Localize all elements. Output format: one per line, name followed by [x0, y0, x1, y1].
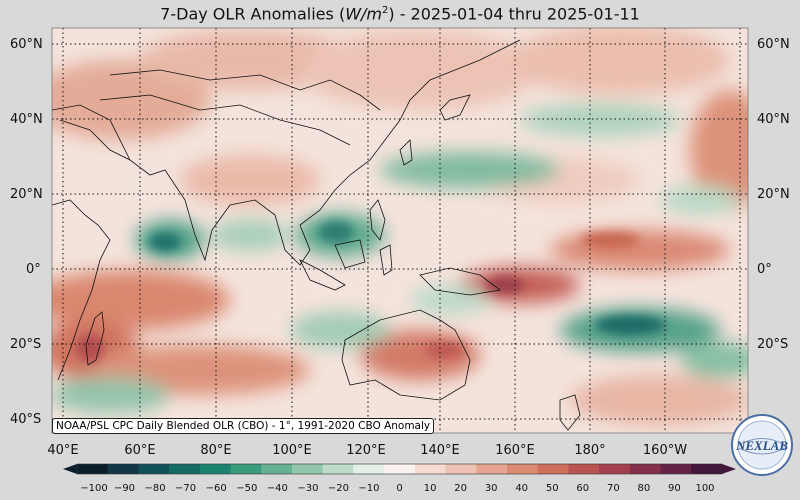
- colorbar-segment: [691, 464, 723, 474]
- lat-label-left-40n: 40°N: [10, 112, 43, 127]
- colorbar-segment: [476, 464, 508, 474]
- lat-label-right-60n: 60°N: [757, 37, 790, 52]
- colorbar-segment: [322, 464, 354, 474]
- colorbar-tick-label: −60: [205, 483, 227, 494]
- colorbar-tick-label: 10: [423, 483, 437, 494]
- lon-label-60e: 60°E: [124, 443, 156, 458]
- logo-text: NEXLAB: [735, 438, 788, 453]
- colorbar-tick-label: −100: [80, 483, 108, 494]
- lon-label-120e: 120°E: [346, 443, 386, 458]
- colorbar-segment: [138, 464, 170, 474]
- lon-label-100e: 100°E: [272, 443, 312, 458]
- lat-label-right-0: 0°: [757, 262, 772, 277]
- lon-label-160w: 160°W: [642, 443, 688, 458]
- colorbar-extend-high: [722, 464, 736, 474]
- colorbar-segment: [414, 464, 446, 474]
- colorbar-segment: [445, 464, 477, 474]
- colorbar-tick-label: 40: [515, 483, 529, 494]
- colorbar-segment: [384, 464, 416, 474]
- colorbar-segment: [629, 464, 661, 474]
- colorbar-tick-label: 70: [607, 483, 620, 494]
- colorbar-tick-label: 30: [484, 483, 498, 494]
- lat-label-right-20n: 20°N: [757, 187, 790, 202]
- lat-label-left-40s: 40°S: [10, 412, 42, 427]
- colorbar-extend-low: [63, 464, 77, 474]
- colorbar-segment: [169, 464, 201, 474]
- colorbar-segment: [537, 464, 569, 474]
- colorbar-segment: [568, 464, 600, 474]
- colorbar-tick-label: −30: [297, 483, 319, 494]
- colorbar-segment: [261, 464, 293, 474]
- colorbar-tick-label: 100: [695, 483, 715, 494]
- lat-label-left-60n: 60°N: [10, 37, 43, 52]
- data-source-label: NOAA/PSL CPC Daily Blended OLR (CBO) - 1…: [52, 418, 435, 434]
- colorbar-segment: [599, 464, 631, 474]
- map-title: 7-Day OLR Anomalies (W/m2) - 2025-01-04 …: [160, 4, 640, 24]
- colorbar-segment: [292, 464, 324, 474]
- lon-label-40e: 40°E: [47, 443, 79, 458]
- colorbar-tick-label: −90: [113, 483, 136, 494]
- lon-label-80e: 80°E: [200, 443, 232, 458]
- colorbar-segment: [507, 464, 539, 474]
- lon-label-160e: 160°E: [495, 443, 535, 458]
- colorbar-tick-label: −70: [175, 483, 197, 494]
- colorbar-tick-label: 90: [668, 483, 681, 494]
- lon-label-140e: 140°E: [420, 443, 460, 458]
- lat-label-left-0: 0°: [26, 262, 41, 277]
- colorbar-tick-label: 20: [454, 483, 467, 494]
- coastlines: [52, 39, 581, 431]
- colorbar-segment: [77, 464, 109, 474]
- colorbar-tick-label: −20: [327, 483, 349, 494]
- colorbar-tick-label: 50: [545, 483, 559, 494]
- lat-label-right-20s: 20°S: [757, 337, 789, 352]
- anomaly-field: [52, 28, 748, 433]
- colorbar-tick-label: 60: [576, 483, 590, 494]
- lat-label-left-20s: 20°S: [10, 337, 42, 352]
- colorbar-segment: [230, 464, 262, 474]
- colorbar-segment: [660, 464, 692, 474]
- colorbar: [63, 463, 736, 475]
- lat-label-right-40n: 40°N: [757, 112, 790, 127]
- colorbar-segment: [353, 464, 385, 474]
- colorbar-tick-label: −50: [236, 483, 258, 494]
- nexlab-logo: NEXLAB: [731, 414, 793, 476]
- colorbar-segment: [199, 464, 231, 474]
- colorbar-border: [76, 463, 723, 475]
- lon-label-180: 180°: [574, 443, 606, 458]
- colorbar-tick-label: −10: [358, 483, 380, 494]
- colorbar-tick-label: −40: [266, 483, 288, 494]
- colorbar-tick-label: 80: [637, 483, 651, 494]
- colorbar-tick-label: 0: [396, 483, 403, 494]
- colorbar-segment: [107, 464, 139, 474]
- colorbar-tick-label: −80: [144, 483, 166, 494]
- lat-label-left-20n: 20°N: [10, 187, 43, 202]
